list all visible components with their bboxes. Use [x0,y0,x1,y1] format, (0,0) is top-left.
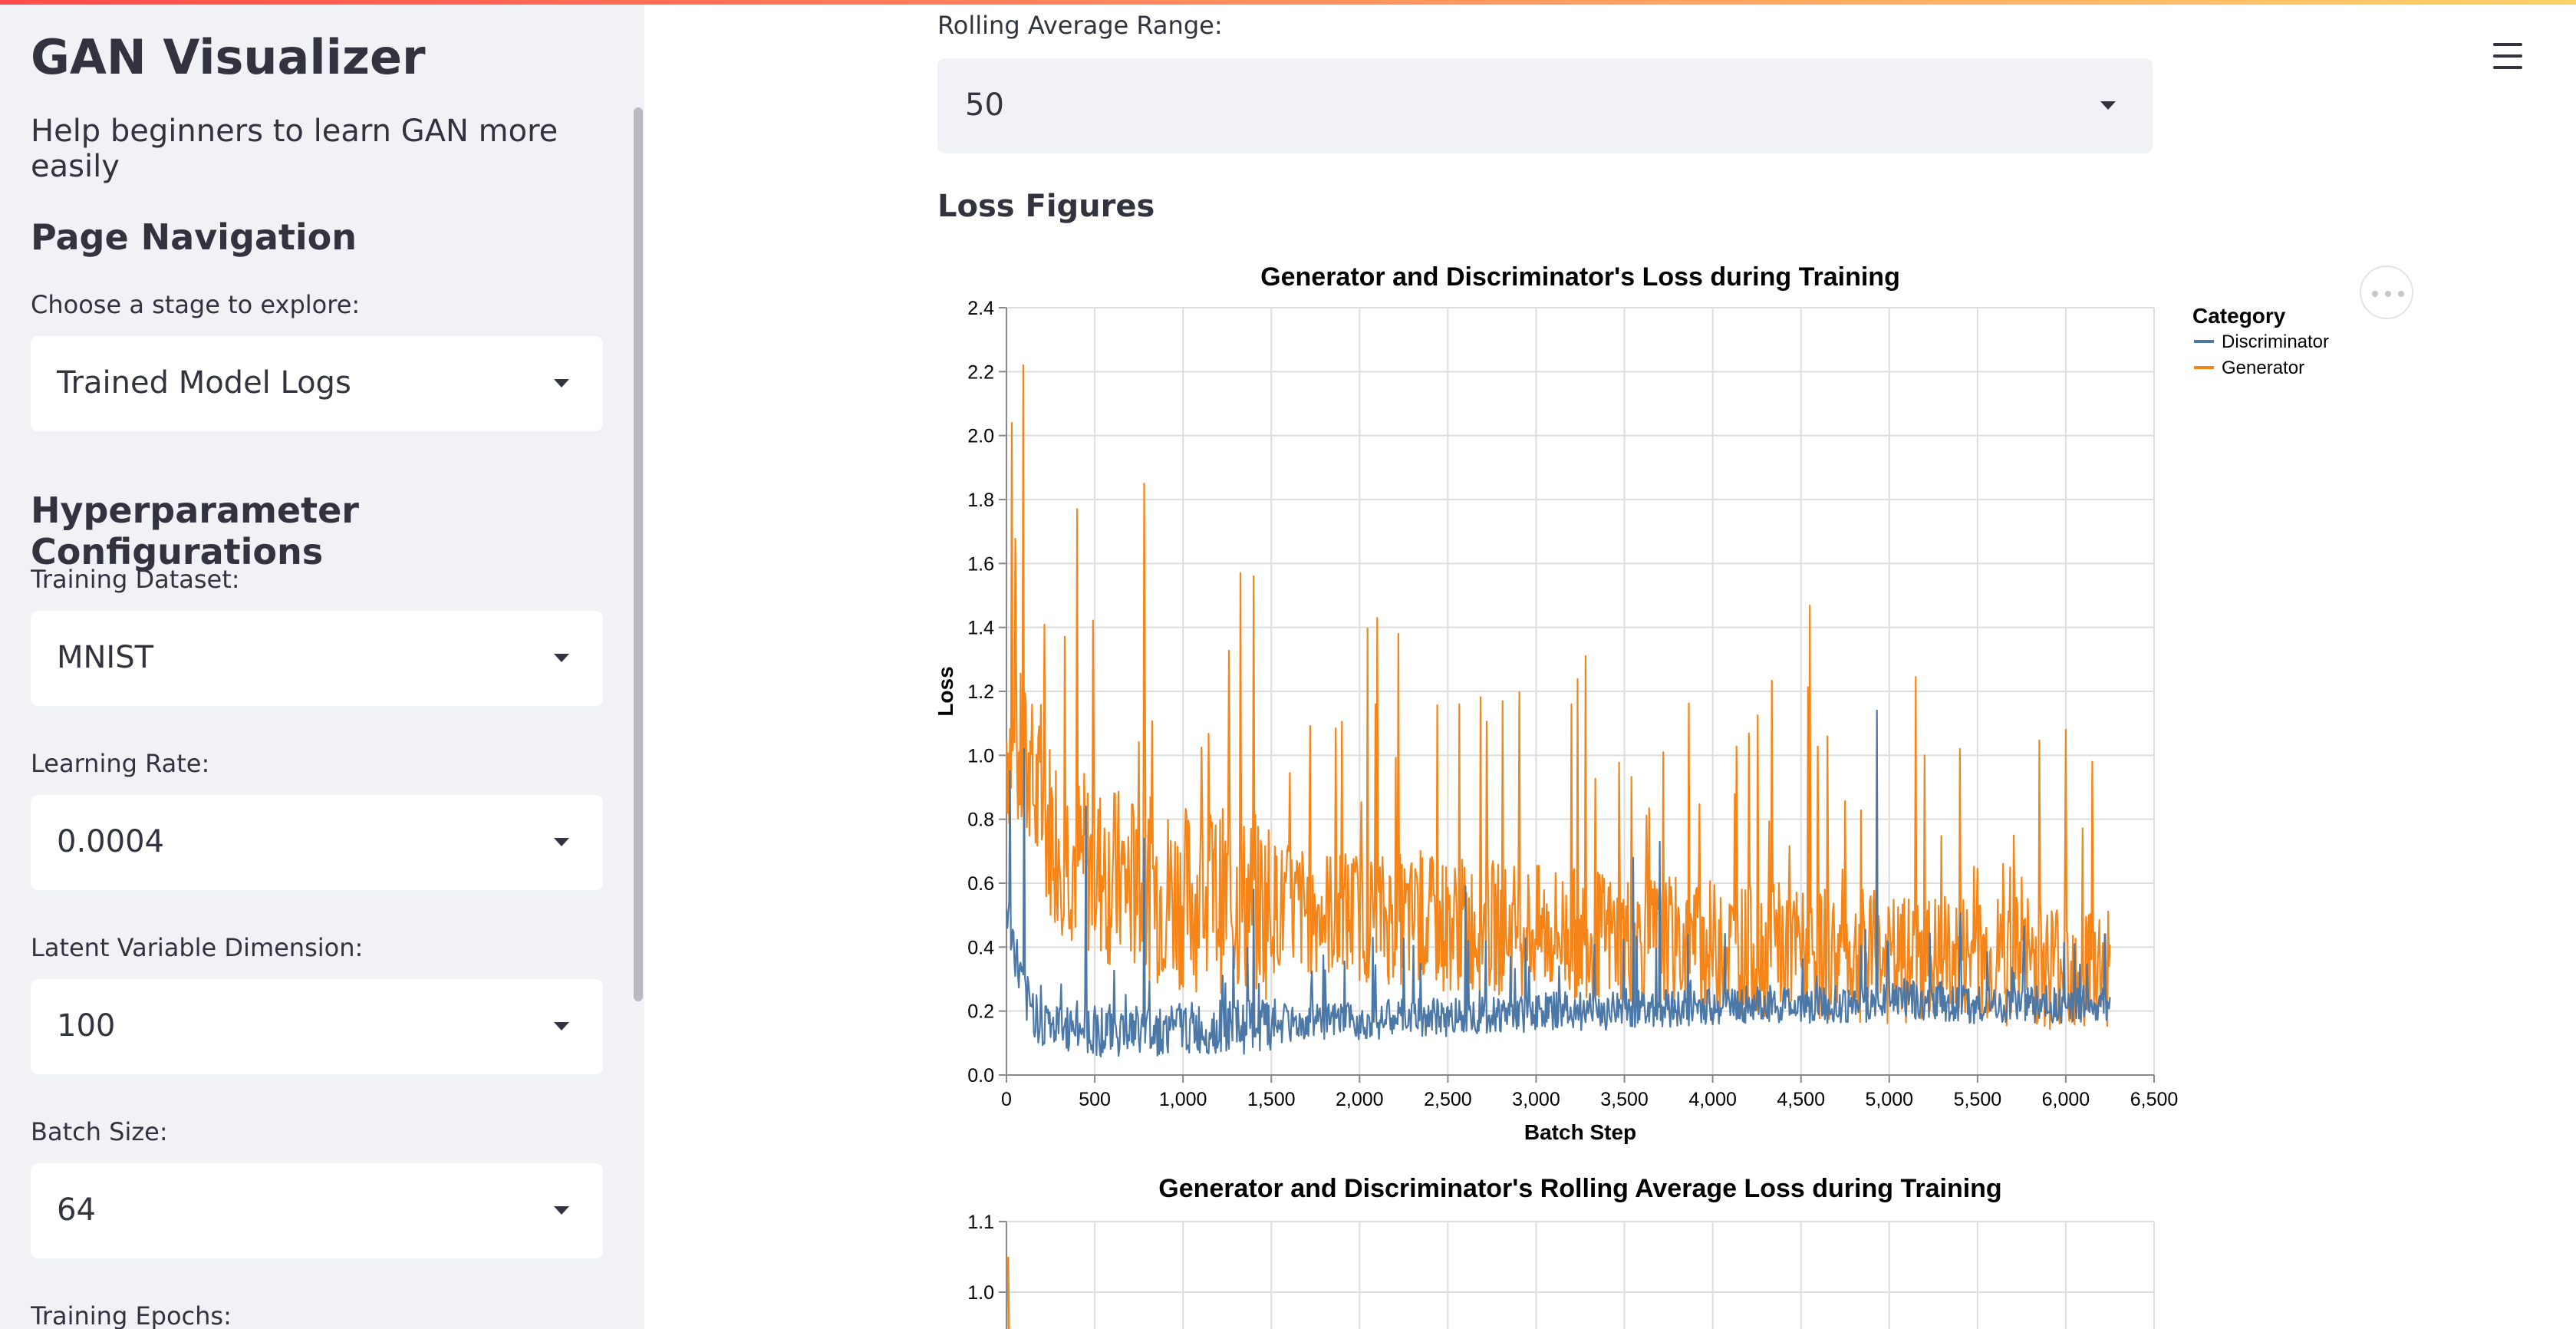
batch-size-value: 64 [57,1192,96,1228]
x-tick-label: 2,500 [1424,1089,1472,1110]
sidebar: GAN Visualizer Help beginners to learn G… [0,0,644,1329]
page-navigation-heading: Page Navigation [31,216,357,258]
y-tick-label: 2.2 [967,361,994,383]
chevron-down-icon [554,838,569,846]
y-tick-label: 0.6 [967,873,994,895]
x-tick-label: 6,500 [2130,1089,2179,1110]
dataset-select-value: MNIST [57,640,154,675]
series-discriminator-line [1005,709,2111,1057]
chart2-y-tick-label: 1.1 [967,1212,994,1233]
learning-rate-value: 0.0004 [57,824,164,859]
x-tick-label: 5,500 [1954,1089,2002,1110]
x-tick-label: 1,000 [1159,1089,1207,1110]
learning-rate-select[interactable]: 0.0004 [31,795,603,890]
x-tick-label: 500 [1079,1089,1111,1110]
chevron-down-icon [554,379,569,387]
y-tick-label: 1.4 [967,618,994,639]
dataset-select[interactable]: MNIST [31,611,603,706]
dataset-select-label: Training Dataset: [31,565,240,594]
y-tick-label: 1.2 [967,681,994,703]
stage-select-label: Choose a stage to explore: [31,290,361,319]
chart-title: Generator and Discriminator's Loss durin… [1260,262,1900,292]
y-tick-label: 0.0 [967,1065,994,1087]
series-generator-line [1005,364,2111,1031]
legend-title: Category [2192,304,2286,328]
legend-label-generator: Generator [2222,358,2304,378]
batch-size-select[interactable]: 64 [31,1163,603,1258]
latent-dim-label: Latent Variable Dimension: [31,933,364,962]
x-tick-label: 6,000 [2042,1089,2090,1110]
y-tick-label: 2.4 [967,298,994,319]
x-tick-label: 5,000 [1865,1089,1913,1110]
main-content: Rolling Average Range: 50 Loss Figures [644,0,2576,1329]
rolling-average-select[interactable]: 50 [937,58,2153,153]
latent-dim-select[interactable]: 100 [31,979,603,1074]
chart2-y-tick-label: 1.0 [967,1282,994,1304]
app-accent-bar [0,0,2576,5]
x-tick-label: 1,500 [1247,1089,1296,1110]
x-tick-label: 2,000 [1336,1089,1384,1110]
x-tick-label: 0 [1001,1089,1012,1110]
training-epochs-label: Training Epochs: [31,1301,232,1329]
learning-rate-label: Learning Rate: [31,749,210,778]
chart2-title: Generator and Discriminator's Rolling Av… [1158,1174,2001,1203]
hyperparameter-heading: Hyperparameter Configurations [31,490,359,572]
y-tick-label: 2.0 [967,426,994,447]
app-title: GAN Visualizer [31,29,426,85]
chevron-down-icon [554,1206,569,1215]
chevron-down-icon [2100,101,2116,110]
y-tick-label: 1.6 [967,553,994,575]
y-tick-label: 0.2 [967,1001,994,1023]
chevron-down-icon [554,1022,569,1031]
loss-figures-heading: Loss Figures [937,189,1155,224]
y-tick-label: 0.8 [967,810,994,831]
y-tick-label: 1.0 [967,745,994,767]
y-tick-label: 0.4 [967,937,994,958]
app-subtitle: Help beginners to learn GAN more easily [31,114,558,184]
rolling-average-label: Rolling Average Range: [937,11,1223,40]
y-tick-label: 1.8 [967,490,994,511]
latent-dim-value: 100 [57,1008,116,1044]
x-axis-title: Batch Step [1524,1120,1636,1144]
more-actions-icon[interactable] [2360,265,2413,319]
x-tick-label: 4,000 [1688,1089,1737,1110]
sidebar-scrollbar[interactable] [634,107,643,1001]
y-axis-title: Loss [934,666,957,716]
x-tick-label: 3,500 [1600,1089,1649,1110]
hamburger-menu-icon[interactable] [2493,43,2525,71]
chevron-down-icon [554,654,569,662]
x-tick-label: 4,500 [1777,1089,1825,1110]
legend-label-discriminator: Discriminator [2222,331,2329,352]
loss-charts: Generator and Discriminator's Loss durin… [934,262,2329,1329]
stage-select-value: Trained Model Logs [57,365,351,401]
rolling-average-value: 50 [965,87,1004,123]
stage-select[interactable]: Trained Model Logs [31,336,603,431]
chart2-series-generator-line [1006,1256,1010,1329]
x-tick-label: 3,000 [1512,1089,1560,1110]
batch-size-label: Batch Size: [31,1117,168,1146]
